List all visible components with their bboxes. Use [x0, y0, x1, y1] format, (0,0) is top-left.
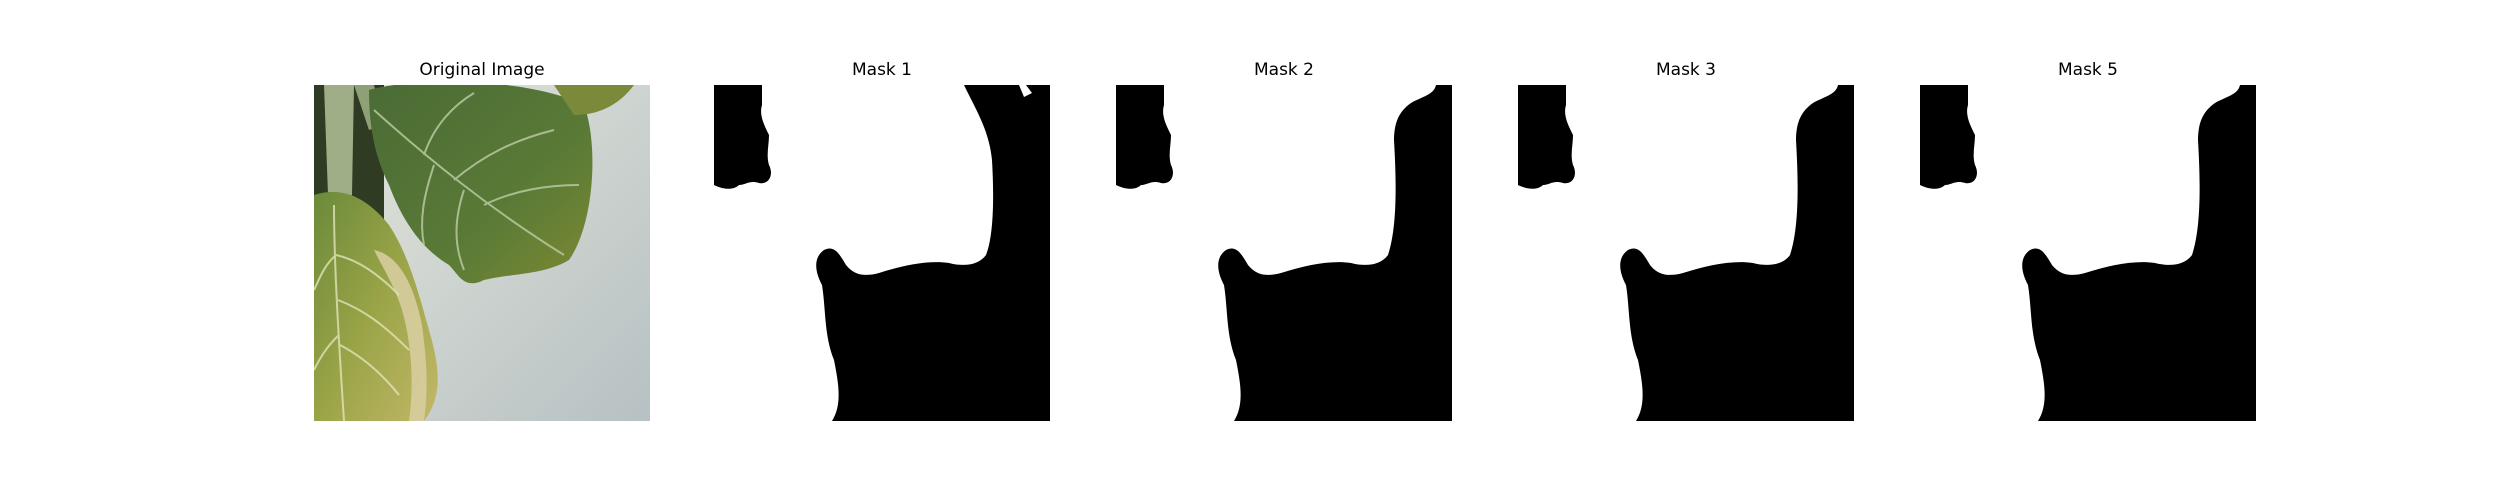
original-leaf-photo	[314, 85, 650, 421]
mask-1-image	[714, 85, 1050, 421]
mask-3-image	[1518, 85, 1854, 421]
mask-3-title: Mask 3	[1655, 60, 1716, 80]
mask-5-title: Mask 5	[2057, 60, 2118, 80]
mask-1-title: Mask 1	[851, 60, 912, 80]
mask-2-image	[1116, 85, 1452, 421]
mask-2-title: Mask 2	[1253, 60, 1314, 80]
mask-5-image	[1920, 85, 2256, 421]
original-image-title: Original Image	[419, 60, 545, 80]
